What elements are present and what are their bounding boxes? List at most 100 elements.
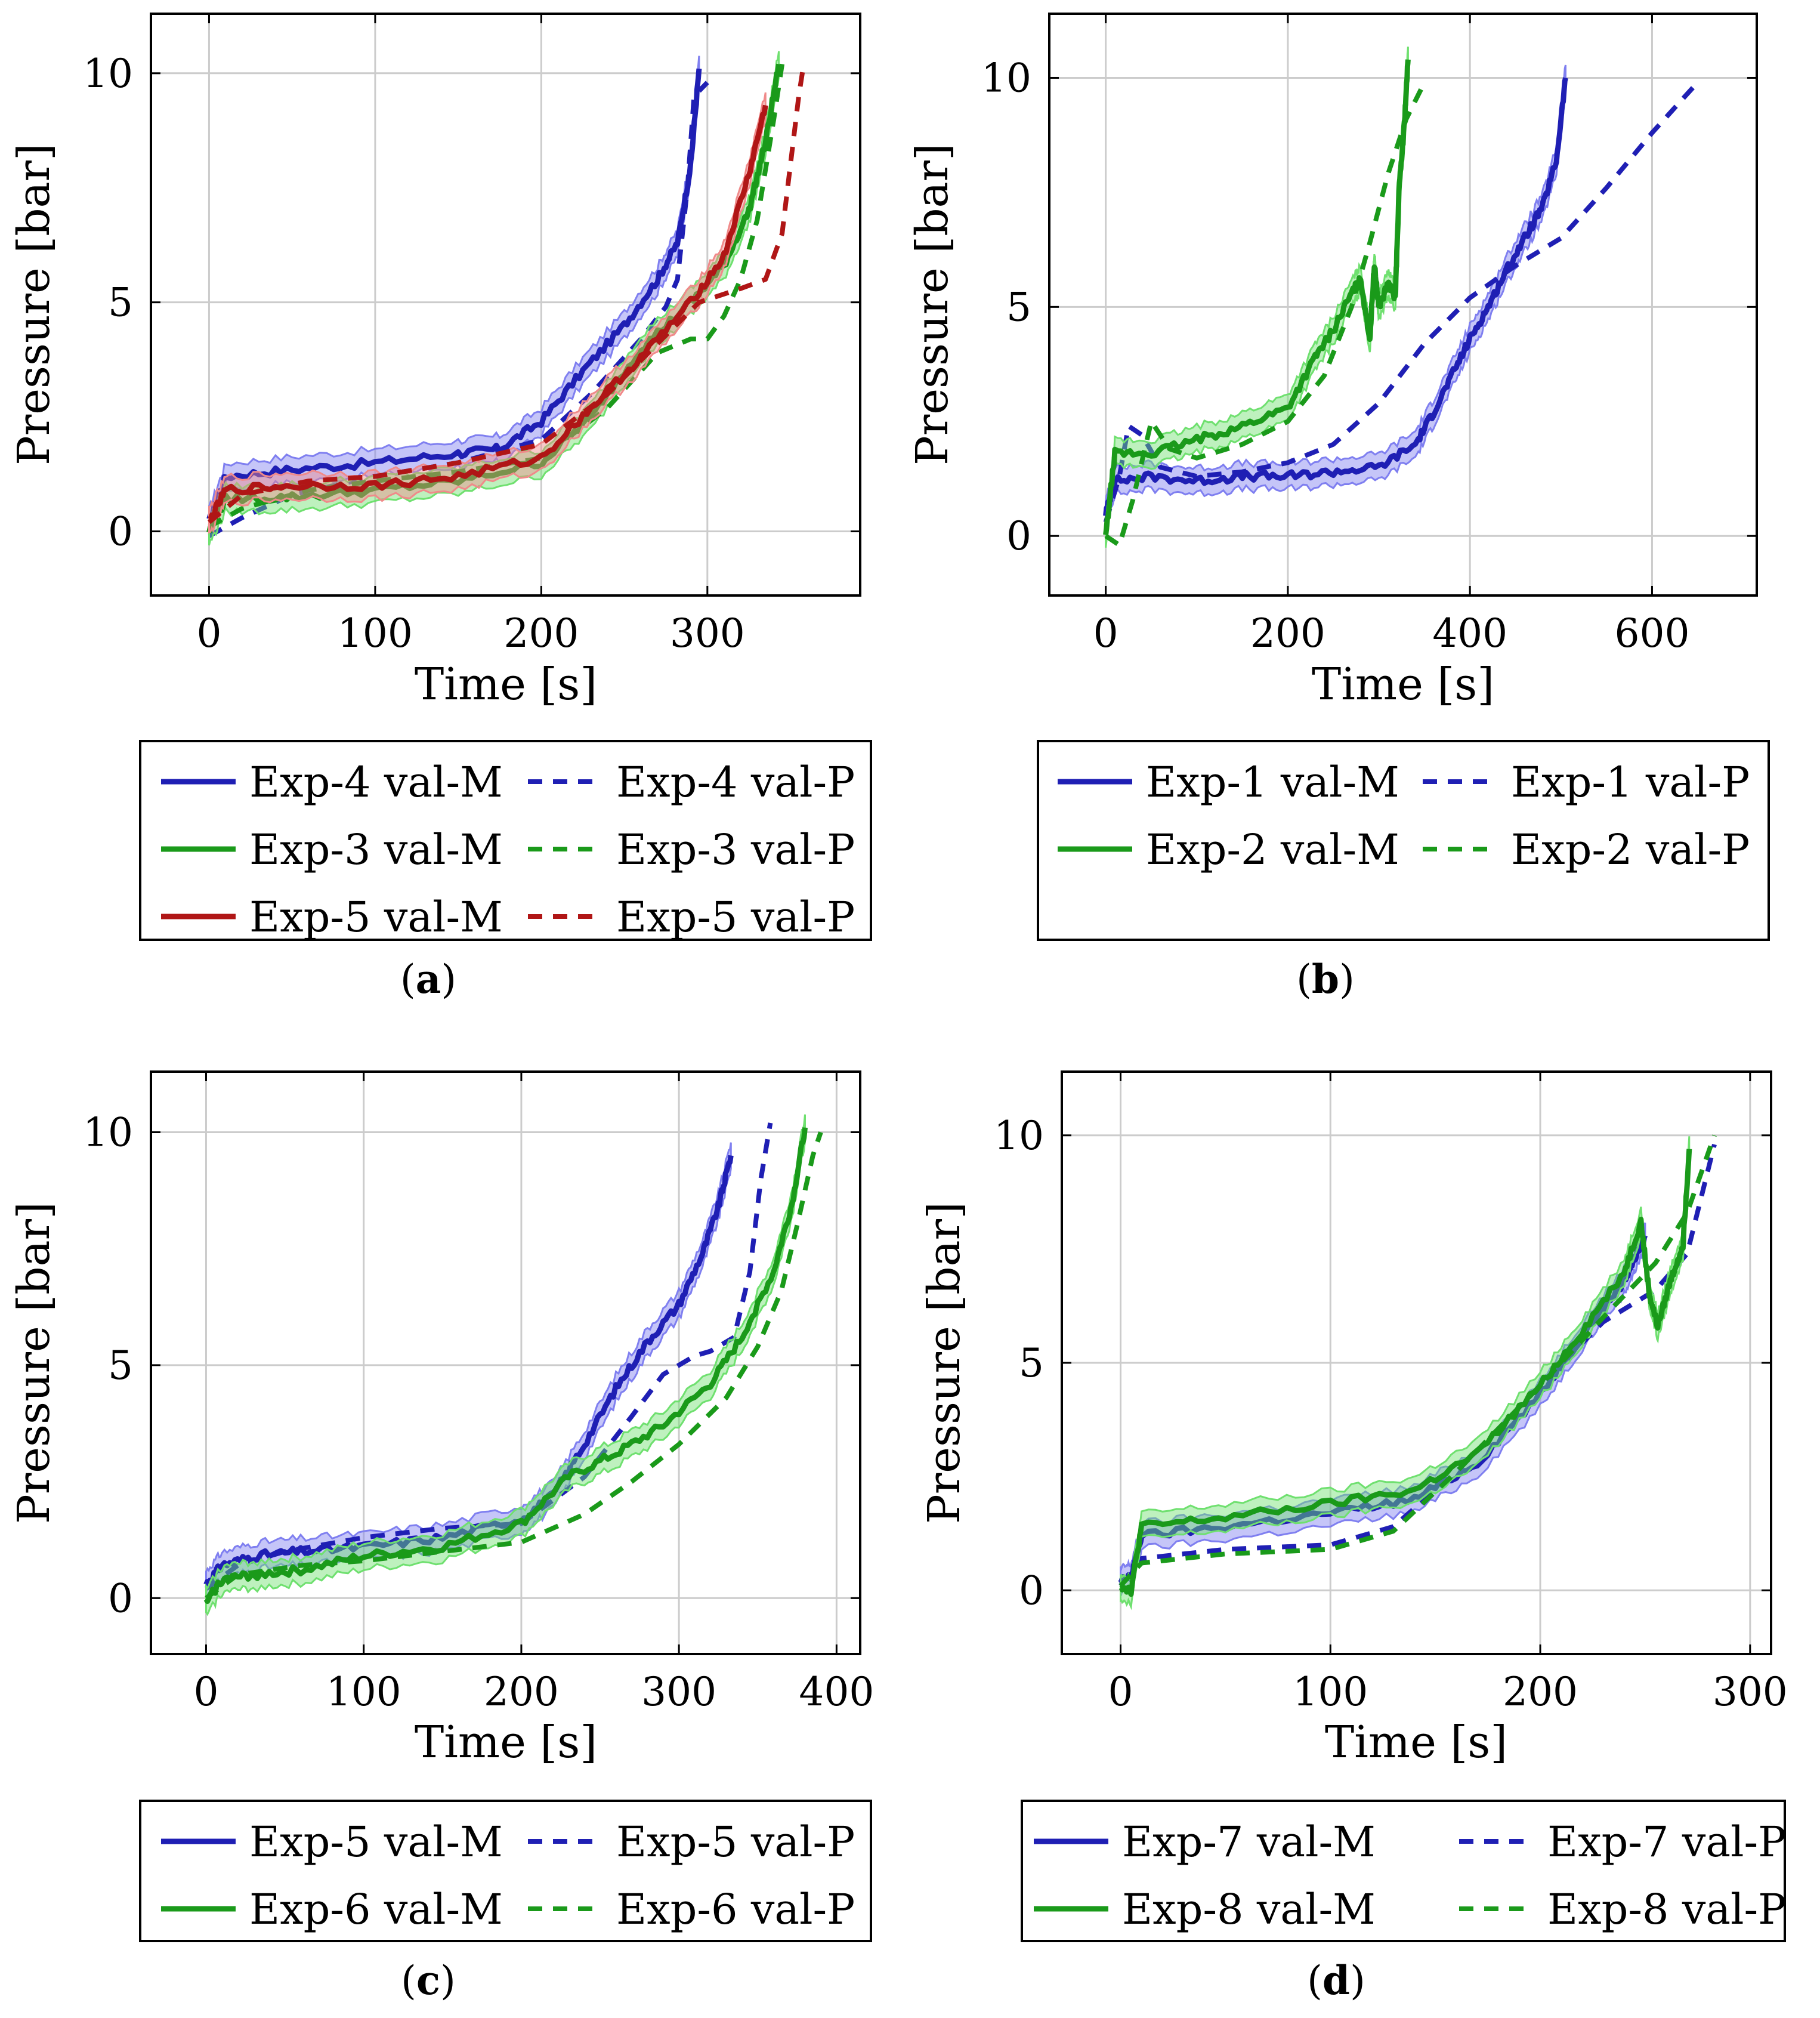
legend-item: Exp-7 val-M — [1034, 1818, 1376, 1866]
legend-item: Exp-8 val-P — [1459, 1885, 1786, 1934]
legend-label: Exp-5 val-M — [249, 893, 503, 942]
x-tick-label: 400 — [799, 1669, 874, 1715]
legend-label: Exp-1 val-P — [1511, 758, 1750, 807]
legend-frame — [1021, 1800, 1786, 1942]
plot-frame — [150, 13, 861, 597]
legend-item: Exp-8 val-M — [1034, 1885, 1376, 1934]
x-tick-label: 400 — [1432, 610, 1507, 656]
y-tick-label: 5 — [108, 1343, 133, 1388]
legend-label: Exp-2 val-P — [1511, 825, 1750, 874]
legend-label: Exp-5 val-P — [616, 893, 855, 942]
subfigure-caption: (c) — [401, 1957, 456, 2004]
legend-item: Exp-6 val-P — [528, 1885, 855, 1934]
x-axis-label: Time [s] — [415, 1717, 597, 1768]
chart-a: 0 100 200 300 0 5 10 Time [s] Pressure [bar] Exp-… — [8, 13, 872, 1002]
x-tick-label: 0 — [1108, 1669, 1133, 1715]
series-line-exp-7-val-p — [1118, 1144, 1717, 1588]
y-tick-label: 10 — [981, 55, 1031, 101]
legend-label: Exp-6 val-P — [616, 1885, 855, 1934]
y-axis-label: Pressure [bar] — [8, 1202, 60, 1524]
chart-d: 0 100 200 300 0 5 10 Time [s] Pressure [bar] Exp-… — [919, 1070, 1788, 2004]
legend-item: Exp-3 val-M — [161, 825, 503, 874]
series-line-exp-8-val-p — [1118, 1134, 1717, 1588]
series-line-exp-5-val-p — [205, 1122, 773, 1591]
x-axis-label: Time [s] — [1325, 1717, 1507, 1768]
legend-frame — [139, 1800, 872, 1942]
series-line-exp-4-val-m — [206, 68, 702, 521]
legend-label: Exp-3 val-P — [616, 825, 855, 874]
x-tick-label: 100 — [338, 610, 413, 656]
series-line-exp-6-val-p — [205, 1131, 823, 1600]
legend-label: Exp-4 val-P — [616, 758, 855, 807]
legend-label: Exp-8 val-P — [1547, 1885, 1786, 1934]
x-axis-label: Time [s] — [1312, 659, 1494, 710]
subfigure-caption: (d) — [1307, 1957, 1365, 2004]
legend-label: Exp-3 val-M — [249, 825, 503, 874]
plot-frame — [150, 1070, 861, 1655]
legend-label: Exp-5 val-P — [616, 1818, 855, 1866]
y-tick-label: 10 — [83, 51, 133, 97]
y-tick-label: 0 — [108, 1575, 133, 1621]
legend-item: Exp-3 val-P — [528, 825, 855, 874]
legend-item: Exp-5 val-M — [161, 1818, 503, 1866]
plot-area — [1118, 1134, 1717, 1610]
legend-label: Exp-6 val-M — [249, 1885, 503, 1934]
legend: Exp-7 val-M Exp-7 val-P Exp-8 val-M Exp-8 v… — [1021, 1800, 1786, 1942]
legend-item: Exp-4 val-M — [161, 758, 503, 807]
series-line-exp-8-val-m — [1118, 1149, 1692, 1597]
y-tick-label: 10 — [994, 1113, 1044, 1159]
legend-item: Exp-1 val-M — [1058, 758, 1399, 807]
y-axis-label: Pressure [bar] — [919, 1202, 970, 1524]
plot-area — [206, 51, 807, 546]
legend-label: Exp-5 val-M — [249, 1818, 503, 1866]
legend-label: Exp-7 val-M — [1122, 1818, 1376, 1866]
subfigure-caption: (b) — [1296, 956, 1355, 1002]
legend-item: Exp-4 val-P — [528, 758, 855, 807]
legend-frame — [1037, 740, 1770, 941]
legend-item: Exp-5 val-M — [161, 893, 503, 942]
legend: Exp-4 val-M Exp-4 val-P Exp-3 val-M Exp-3 v… — [139, 740, 872, 942]
x-tick-label: 0 — [196, 610, 221, 656]
legend-label: Exp-2 val-M — [1146, 825, 1399, 874]
legend-frame — [139, 740, 872, 941]
x-tick-label: 200 — [484, 1669, 559, 1715]
x-tick-label: 100 — [326, 1669, 401, 1715]
series-line-exp-1-val-p — [1103, 81, 1700, 523]
legend-label: Exp-7 val-P — [1547, 1818, 1786, 1866]
legend: Exp-1 val-M Exp-1 val-P Exp-2 val-M Exp-2 v… — [1037, 740, 1770, 941]
x-tick-label: 300 — [641, 1669, 716, 1715]
y-axis-label: Pressure [bar] — [8, 143, 60, 465]
legend-item: Exp-1 val-P — [1423, 758, 1750, 807]
x-tick-label: 600 — [1614, 610, 1689, 656]
y-axis-label: Pressure [bar] — [907, 143, 958, 465]
series-line-exp-5-val-p — [207, 63, 807, 524]
plot-frame — [1048, 13, 1758, 597]
series-line-exp-6-val-m — [203, 1127, 808, 1604]
series-line-exp-4-val-p — [208, 81, 709, 538]
legend-label: Exp-8 val-M — [1122, 1885, 1376, 1934]
legend-item: Exp-5 val-P — [528, 893, 855, 942]
x-tick-label: 300 — [1713, 1669, 1788, 1715]
y-tick-label: 5 — [1006, 284, 1031, 330]
legend-label: Exp-1 val-M — [1146, 758, 1399, 807]
legend-item: Exp-5 val-P — [528, 1818, 855, 1866]
series-line-exp-2-val-p — [1104, 81, 1427, 548]
legend-item: Exp-6 val-M — [161, 1885, 503, 1934]
chart-b: 0 200 400 600 0 5 10 Time [s] Pressure [bar] Exp-… — [907, 13, 1770, 1002]
x-tick-label: 200 — [503, 610, 579, 656]
y-tick-label: 0 — [1006, 513, 1031, 559]
subfigure-caption: (a) — [400, 956, 456, 1002]
legend-label: Exp-4 val-M — [249, 758, 503, 807]
x-axis-label: Time [s] — [415, 659, 597, 710]
x-tick-label: 200 — [1250, 610, 1325, 656]
y-tick-label: 10 — [83, 1110, 133, 1156]
legend-item: Exp-2 val-M — [1058, 825, 1399, 874]
legend: Exp-5 val-M Exp-5 val-P Exp-6 val-M Exp-6 v… — [139, 1800, 872, 1942]
x-tick-label: 0 — [1093, 610, 1118, 656]
x-tick-label: 200 — [1503, 1669, 1578, 1715]
plot-area — [1103, 47, 1700, 548]
x-tick-label: 300 — [670, 610, 745, 656]
y-tick-label: 5 — [1019, 1340, 1044, 1386]
chart-c: 0 100 200 300 400 0 5 10 Time [s] Pressure [bar] E… — [8, 1070, 874, 2004]
